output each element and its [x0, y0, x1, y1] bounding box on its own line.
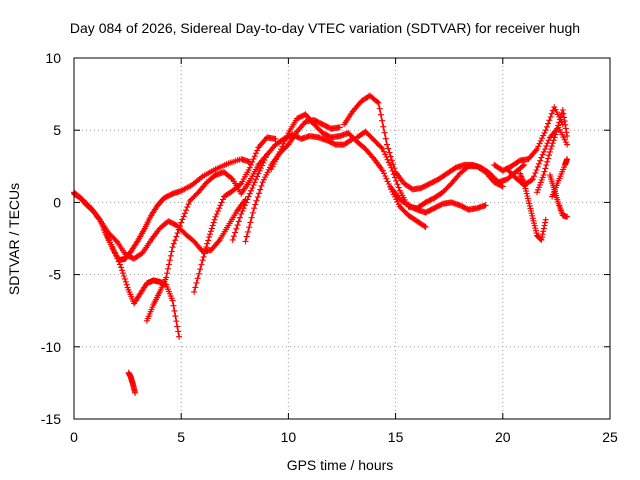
x-tick-label: 0: [70, 429, 78, 445]
series-markers: [517, 170, 549, 243]
series-markers: [354, 128, 506, 212]
axis-ticks: 0 5 10 15 20 25 -15 -10 -5 0 5 10: [41, 50, 618, 445]
series-markers: [534, 107, 571, 196]
series-sat-11: [388, 185, 489, 216]
series-markers: [229, 131, 356, 243]
x-tick-label: 25: [602, 429, 618, 445]
series-markers: [101, 226, 183, 340]
series-sat-4: [143, 151, 270, 324]
series-markers: [268, 111, 429, 230]
y-tick-label: 10: [45, 50, 61, 66]
plot-frame: [73, 57, 611, 420]
series-markers: [341, 92, 528, 193]
x-tick-label: 5: [177, 429, 185, 445]
series-markers: [143, 151, 270, 324]
x-tick-label: 10: [281, 429, 297, 445]
grid-lines: [74, 58, 610, 419]
series-sat-10: [354, 128, 506, 212]
chart-title: Day 084 of 2026, Sidereal Day-to-day VTE…: [70, 20, 580, 36]
series-markers: [388, 185, 489, 216]
series-sat-8: [268, 111, 429, 230]
series-markers: [125, 369, 139, 396]
y-tick-label: -15: [41, 411, 61, 427]
series-sat-9: [341, 92, 528, 193]
series-line: [103, 229, 180, 338]
x-tick-label: 20: [495, 429, 511, 445]
series-sat-18: [125, 369, 139, 396]
series-line: [343, 94, 526, 191]
series-sat-6: [229, 131, 356, 243]
series-sat-16: [547, 172, 571, 220]
series-markers: [191, 134, 279, 295]
series-sat-5: [191, 134, 279, 295]
series-markers: [549, 156, 571, 200]
y-tick-label: 0: [53, 194, 61, 210]
y-tick-label: -5: [49, 267, 62, 283]
series-sat-17: [549, 156, 571, 200]
y-tick-label: -10: [41, 339, 61, 355]
y-tick-label: 5: [53, 122, 61, 138]
y-axis-label: SDTVAR / TECUs: [6, 183, 22, 295]
series-markers: [491, 104, 566, 174]
data-series: [71, 92, 571, 396]
series-sat-15: [534, 107, 571, 196]
series-sat-3: [101, 226, 183, 340]
series-sat-14: [517, 170, 549, 243]
x-axis-label: GPS time / hours: [287, 457, 394, 473]
x-tick-label: 15: [388, 429, 404, 445]
